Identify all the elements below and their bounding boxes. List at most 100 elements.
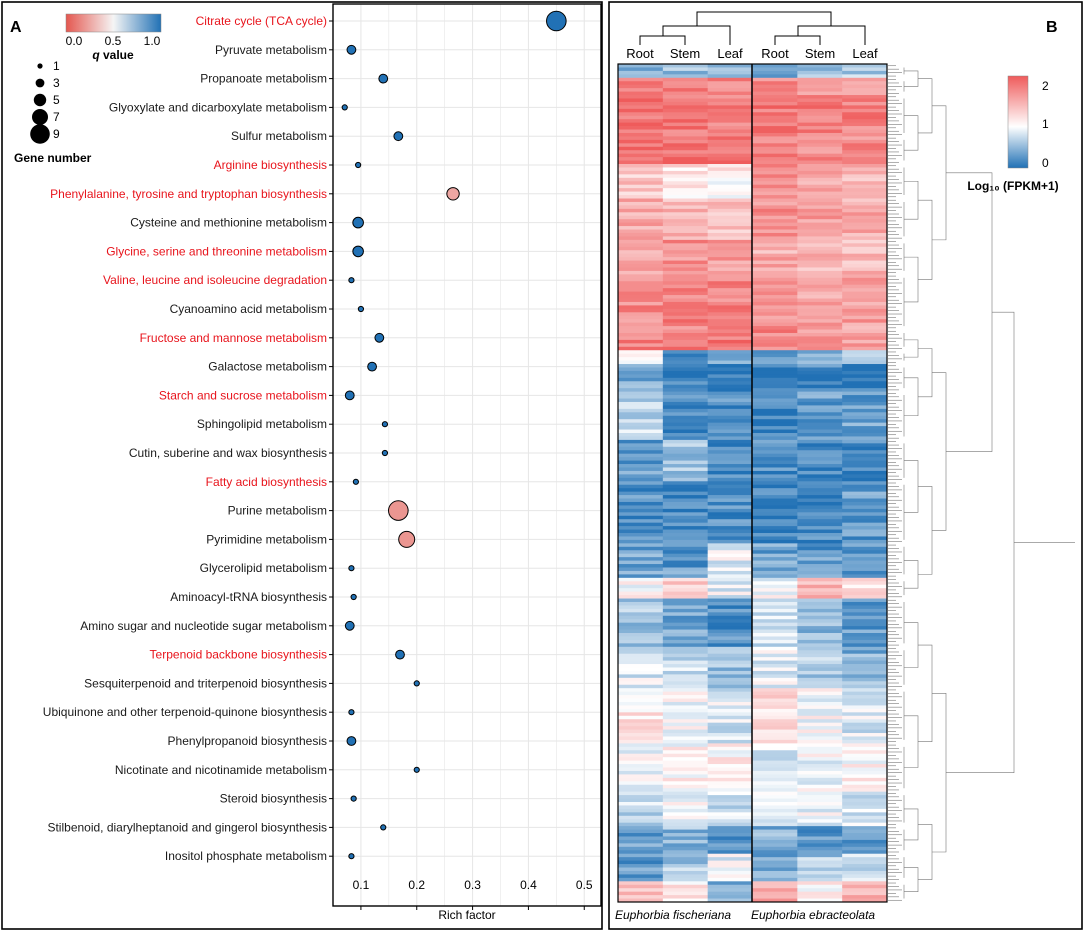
heatmap-cell: [842, 408, 888, 413]
heatmap-cell: [707, 864, 753, 868]
heatmap-cell: [842, 464, 888, 468]
heatmap-cell: [842, 612, 888, 617]
heatmap-cell: [618, 629, 664, 634]
heatmap-cell: [618, 164, 664, 168]
heatmap-cell: [752, 229, 798, 234]
heatmap-cell: [707, 432, 753, 437]
heatmap-cell: [707, 101, 753, 106]
heatmap-cell: [618, 853, 664, 858]
heatmap-cell: [618, 736, 664, 741]
heatmap-cell: [618, 770, 664, 775]
panel-b-frame: [608, 1, 1083, 930]
heatmap-cell: [618, 822, 664, 827]
heatmap-cell: [662, 205, 709, 210]
heatmap-cell: [797, 457, 843, 461]
heatmap-cell: [662, 746, 709, 751]
heatmap-cell: [707, 446, 753, 451]
heatmap-cell: [662, 370, 709, 375]
heatmap-cell: [662, 115, 709, 120]
heatmap-cell: [618, 701, 664, 706]
heatmap-cell: [707, 105, 753, 110]
heatmap-cell: [842, 322, 888, 327]
heatmap-cell: [618, 633, 664, 637]
heatmap-cell: [842, 136, 888, 141]
bubble: [381, 449, 389, 457]
heatmap-cell: [797, 695, 843, 699]
row-dendrogram: [888, 65, 1075, 901]
heatmap-cell: [662, 408, 709, 413]
heatmap-cell: [842, 657, 888, 662]
heatmap-cell: [797, 377, 843, 382]
bubble: [357, 305, 365, 313]
dendro-branch: [932, 372, 947, 531]
heatmap-cell: [662, 326, 709, 330]
heatmap-cell: [797, 412, 843, 417]
heatmap-cell: [707, 501, 753, 506]
heatmap-cell: [707, 288, 753, 293]
heatmap-cell: [797, 757, 843, 762]
heatmap-cell: [797, 91, 843, 96]
heatmap-cell: [752, 695, 798, 699]
heatmap-cell: [797, 184, 843, 189]
heatmap-cell: [752, 298, 798, 303]
heatmap-cell: [618, 291, 664, 296]
heatmap-cell: [752, 633, 798, 637]
heatmap-cell: [797, 698, 843, 703]
heatmap-cell: [707, 457, 753, 461]
heatmap-cell: [618, 867, 664, 872]
heatmap-cell: [752, 81, 798, 86]
heatmap-cell: [662, 636, 709, 641]
heatmap-cell: [707, 867, 753, 872]
bubble: [380, 824, 387, 831]
heatmap-cell: [842, 346, 888, 351]
heatmap-cell: [797, 505, 843, 510]
heatmap-cell: [707, 436, 753, 441]
heatmap-cell: [797, 170, 843, 175]
heatmap-cell: [618, 453, 664, 458]
heatmap-cell: [752, 595, 798, 599]
heatmap-cell: [797, 77, 843, 82]
heatmap-cell: [707, 460, 753, 465]
heatmap-cell: [752, 601, 798, 606]
heatmap-cell: [662, 677, 709, 682]
heatmap-cell: [707, 132, 753, 137]
heatmap-cell: [662, 260, 709, 265]
heatmap-cell: [752, 326, 798, 330]
heatmap-cell: [618, 729, 664, 734]
heatmap-cell: [842, 119, 888, 124]
bubble: [398, 530, 416, 548]
heatmap-cell: [842, 460, 888, 465]
heatmap-cell: [618, 833, 664, 837]
heatmap-cell: [707, 850, 753, 855]
heatmap-cell: [662, 674, 709, 679]
heatmap-cell: [842, 395, 888, 399]
heatmap-cell: [662, 850, 709, 855]
heatmap-cell: [797, 719, 843, 724]
heatmap-cell: [618, 395, 664, 399]
heatmap-cell: [707, 570, 753, 575]
heatmap-cell: [752, 677, 798, 682]
heatmap-cell: [797, 515, 843, 520]
heatmap-cell: [752, 733, 798, 737]
heatmap-cell: [707, 619, 753, 624]
dendro-branch: [904, 460, 919, 513]
heatmap-cell: [707, 208, 753, 213]
heatmap-cell: [662, 457, 709, 461]
heatmap-cell: [797, 770, 843, 775]
heatmap-cell: [618, 767, 664, 772]
heatmap-cell: [618, 150, 664, 155]
heatmap-cell: [707, 726, 753, 730]
heatmap-cell: [618, 660, 664, 665]
heatmap-cell: [797, 815, 843, 820]
heatmap-cell: [707, 343, 753, 348]
heatmap-cell: [662, 301, 709, 306]
heatmap-cell: [797, 419, 843, 424]
heatmap-cell: [842, 308, 888, 313]
heatmap-cell: [662, 453, 709, 458]
heatmap-cell: [752, 64, 798, 68]
heatmap-cell: [662, 474, 709, 479]
heatmap-cell: [618, 367, 664, 372]
heatmap-cell: [752, 739, 798, 744]
pathway-label: Cyanoamino acid metabolism: [170, 302, 327, 316]
heatmap-cell: [797, 691, 843, 696]
